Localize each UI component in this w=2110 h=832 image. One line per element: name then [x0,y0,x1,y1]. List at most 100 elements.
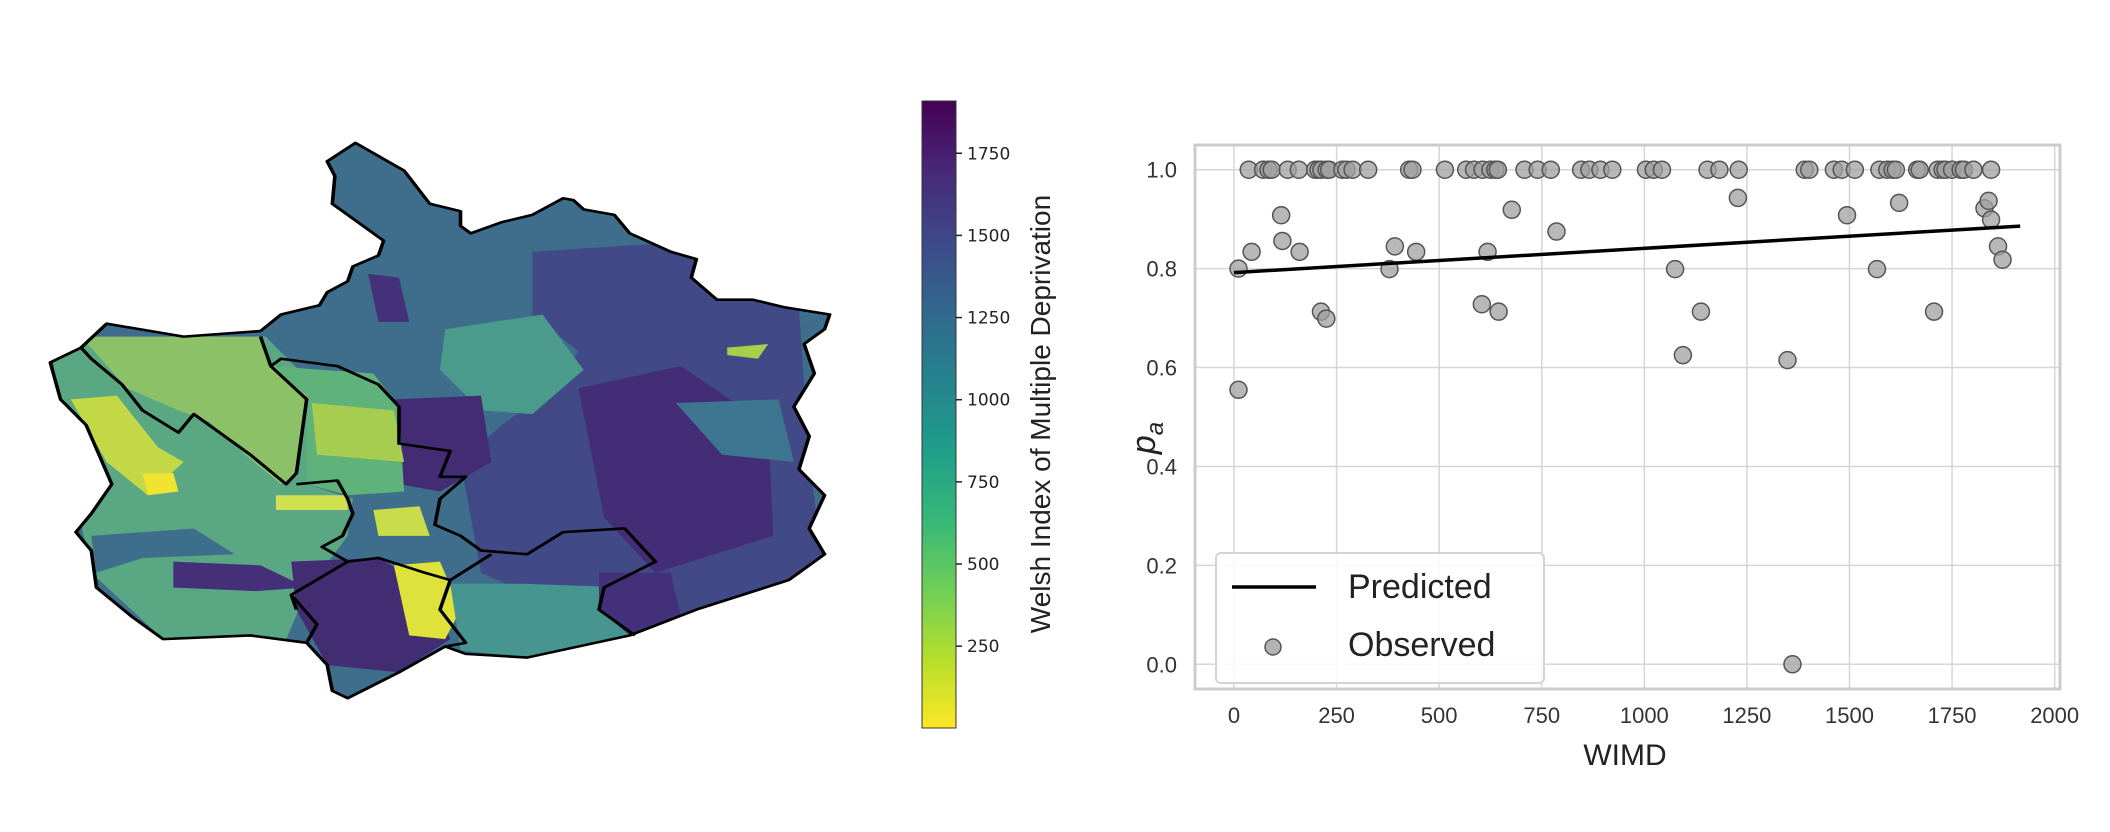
observed-point [1710,160,1729,179]
observed-point [1488,160,1508,179]
map-region-east-teal [675,399,794,463]
map-region-middle-yellow [311,403,405,463]
observed-point [1547,222,1566,241]
map-boundary [269,357,658,637]
map-region-yellow-spot [142,473,179,496]
map-region-dark-patch [368,273,410,322]
legend-predicted-label: Predicted [1348,568,1492,606]
observed-point [1289,160,1309,179]
observed-point [1603,160,1622,179]
observed-point [1979,191,1998,211]
observed-point [1385,237,1405,256]
y-tick-label: 0.6 [1146,356,1177,381]
map-boundary [289,594,319,644]
y-axis-label-sub: a [1142,422,1169,435]
observed-point [1691,302,1711,321]
x-tick-label: 250 [1318,703,1355,728]
legend-observed-label: Observed [1348,626,1495,664]
map-boundary [296,479,493,582]
choropleth-map [48,141,832,700]
observed-point [1652,160,1672,179]
map-region-south-east-dark [598,572,682,636]
observed-point [1800,160,1819,179]
observed-point [1229,259,1248,278]
colorbar-label: Welsh Index of Multiple Deprivation [1025,195,1056,633]
observed-point [1343,160,1362,179]
observed-point [1910,160,1929,179]
observed-point [1271,205,1291,225]
colorbar-gradient [921,100,957,729]
map-region-yellow-east [727,343,769,359]
observed-point [1867,259,1887,279]
colorbar-tick-label: 250 [967,637,999,657]
map-region-south-teal [450,583,630,658]
x-tick-label: 1500 [1825,703,1874,728]
map-region-yellow-band [275,495,348,510]
legend-observed-swatch [1264,638,1282,656]
observed-point [1317,309,1336,328]
y-axis-label: pa [1125,422,1169,455]
y-tick-label: 0.0 [1146,652,1177,677]
observed-point [1290,242,1309,262]
map-region-dark-south-west [173,561,307,592]
observed-point [1229,380,1248,400]
observed-point [1993,250,2012,269]
y-tick-label: 0.8 [1146,257,1177,282]
observed-point [1886,160,1906,179]
observed-point [1728,188,1748,208]
predicted-line [1233,224,2021,275]
observed-point [1406,242,1426,262]
x-tick-label: 750 [1523,703,1560,728]
x-tick-label: 2000 [2030,703,2079,728]
colorbar-tick-label: 1500 [967,226,1010,246]
map-region-central-teal [440,314,584,415]
map-boundary [438,579,468,648]
y-tick-label: 0.4 [1146,454,1177,479]
observed-point [1981,160,2001,179]
observed-point [1403,160,1422,179]
observed-point [1242,242,1261,262]
colorbar-tick-label: 1250 [967,309,1010,329]
colorbar: 250 500 750 1000 1250 1500 1750 Welsh Index of… [921,100,1056,729]
map-boundary [289,560,349,610]
observed-point [1489,302,1508,321]
observed-point [1837,205,1857,225]
plot-frame [1193,143,2062,691]
x-tick-label: 0 [1228,703,1240,728]
observed-point [1729,160,1748,179]
observed-point [1262,160,1281,179]
observed-point [1845,160,1865,179]
map-region-yellow-mid [373,506,430,536]
colorbar-tick-label: 750 [967,473,999,493]
observed-point [1673,345,1693,365]
colorbar-tick-label: 1000 [967,391,1010,411]
observed-point [1889,193,1909,213]
x-tick-label: 1250 [1722,703,1771,728]
observed-point [1502,200,1522,220]
colorbar-tick-label: 1750 [967,144,1010,164]
map-region-dark-center [393,395,492,492]
map-region-teal-south-west [91,528,235,573]
legend: Predicted Observed [1215,552,1545,684]
x-axis-label: WIMD [1583,739,1666,772]
observed-point [1981,210,2001,229]
observed-point [1778,350,1797,370]
x-tick-label: 1000 [1620,703,1669,728]
map-outline [48,141,832,700]
map-region-yellow-west [70,395,184,496]
observed-point [1273,231,1292,251]
observed-point [1435,160,1455,179]
observed-point [1541,160,1561,179]
observed-point [1783,655,1802,674]
y-axis-label-main: p [1125,435,1163,455]
map-boundary [79,322,309,486]
observed-point [1472,294,1492,314]
colorbar-tick-label: 500 [967,555,999,575]
observed-point [1358,160,1378,179]
y-tick-label: 0.2 [1146,553,1177,578]
y-tick-label: 1.0 [1146,158,1177,183]
map-region-yellow-south [393,561,461,640]
observed-point [1964,160,1983,179]
x-tick-label: 1750 [1928,703,1977,728]
